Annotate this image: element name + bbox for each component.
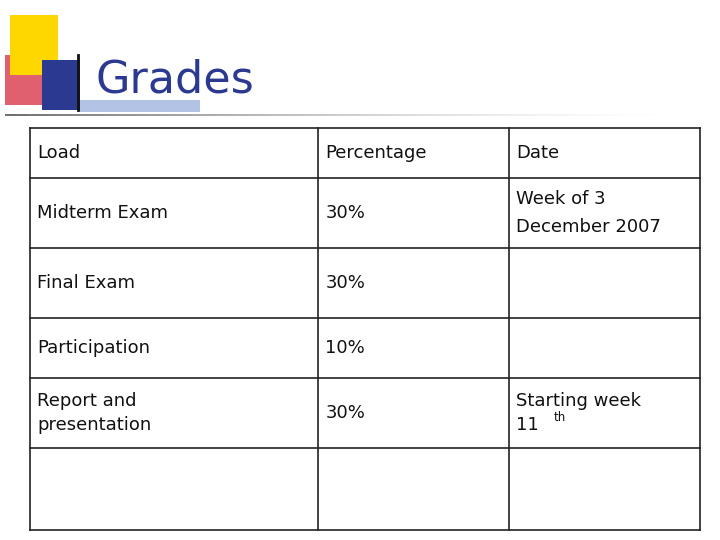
Text: 30%: 30% [325, 204, 365, 222]
Text: Grades: Grades [95, 58, 253, 102]
Text: th: th [554, 411, 566, 424]
Text: December 2007: December 2007 [516, 218, 661, 235]
Text: Starting week: Starting week [516, 392, 642, 410]
Text: Participation: Participation [37, 339, 150, 357]
Text: Midterm Exam: Midterm Exam [37, 204, 168, 222]
Text: 30%: 30% [325, 274, 365, 292]
Text: 10%: 10% [325, 339, 365, 357]
Text: 30%: 30% [325, 404, 365, 422]
Bar [10, 15, 58, 75]
Text: Load: Load [37, 144, 81, 162]
Text: Week of 3: Week of 3 [516, 191, 606, 208]
Bar [42, 60, 80, 110]
Text: Final Exam: Final Exam [37, 274, 135, 292]
Text: Date: Date [516, 144, 559, 162]
Bar [80, 100, 200, 112]
Text: Report and: Report and [37, 392, 137, 410]
Text: Percentage: Percentage [325, 144, 427, 162]
Bar [5, 55, 55, 105]
Text: 11: 11 [516, 416, 539, 434]
Text: presentation: presentation [37, 416, 151, 434]
